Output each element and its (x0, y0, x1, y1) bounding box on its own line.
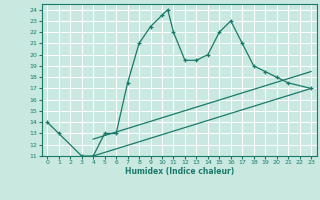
X-axis label: Humidex (Indice chaleur): Humidex (Indice chaleur) (124, 167, 234, 176)
